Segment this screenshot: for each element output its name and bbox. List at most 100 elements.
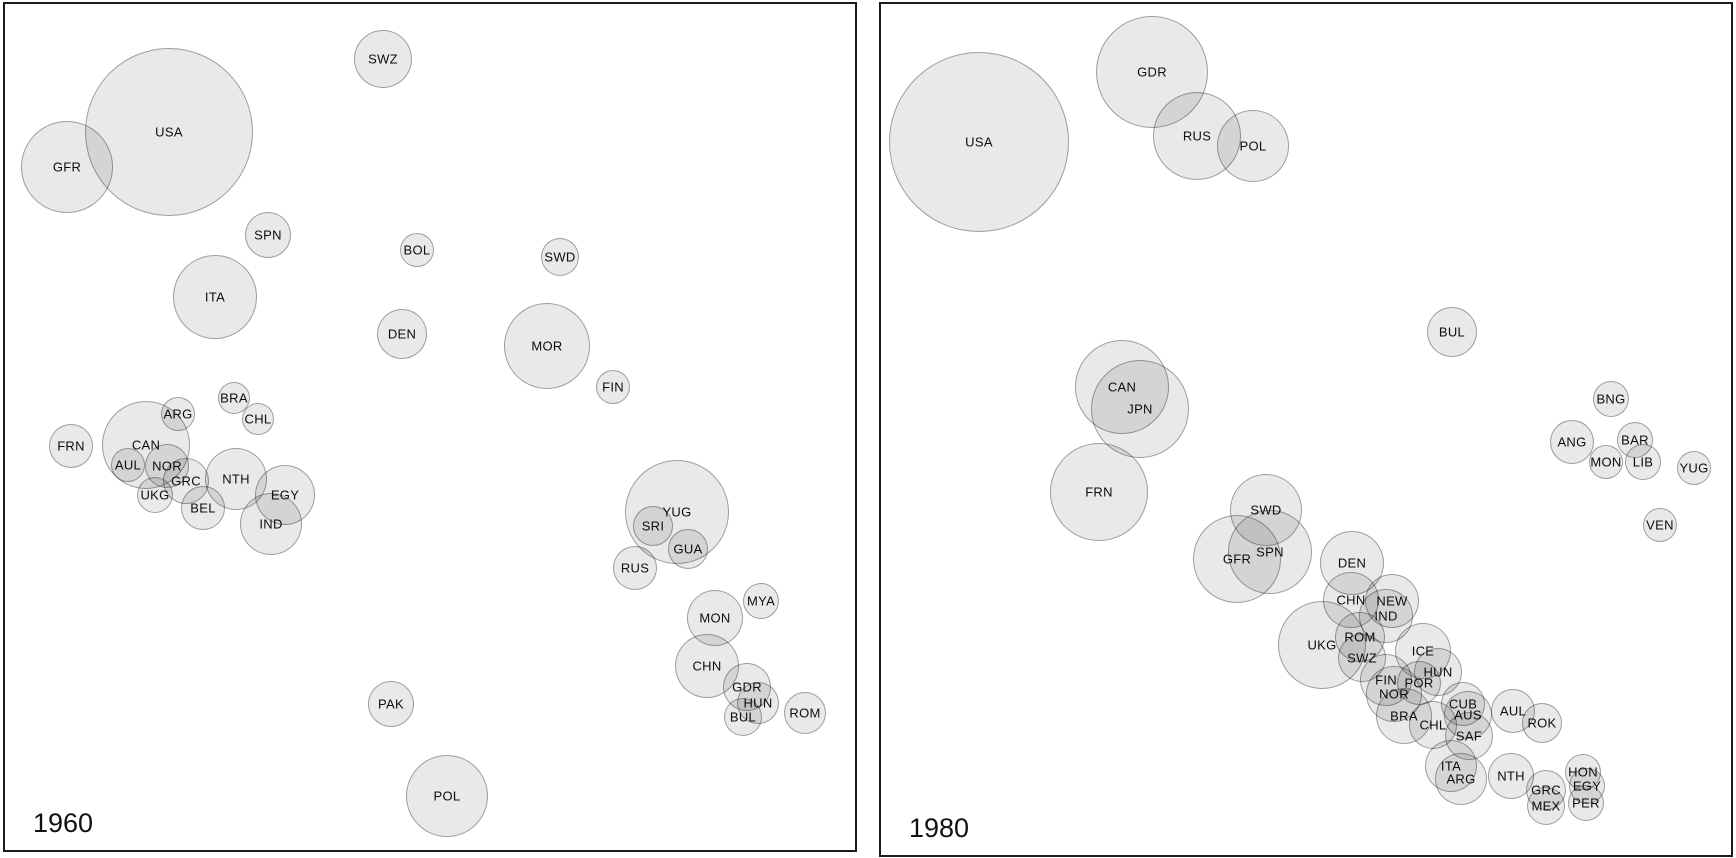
bubble-label-SRI-1960: SRI <box>641 518 665 534</box>
bubble-label-HUN-1980: HUN <box>1423 664 1453 680</box>
bubble-label-NOR-1980: NOR <box>1379 686 1409 702</box>
bubble-label-YUG-1960: YUG <box>662 504 692 520</box>
bubble-GUA-1960 <box>668 529 708 569</box>
bubble-label-IND-1980: IND <box>1374 608 1398 624</box>
bubble-label-HUN-1960: HUN <box>743 695 773 711</box>
bubble-label-RUS-1960: RUS <box>620 560 650 576</box>
bubble-label-CHN-1960: CHN <box>692 658 722 674</box>
bubble-label-GFR-1960: GFR <box>52 159 82 175</box>
bubble-label-BRA-1960: BRA <box>220 390 248 406</box>
bubble-label-DEN-1980: DEN <box>1337 555 1367 571</box>
bubble-SRI-1960 <box>633 506 673 546</box>
bubble-label-ROM-1980: ROM <box>1344 629 1376 645</box>
bubble-label-ANG-1980: ANG <box>1557 434 1587 450</box>
bubble-label-FIN-1960: FIN <box>602 379 624 395</box>
bubble-LIB-1980 <box>1625 444 1661 480</box>
bubble-label-MEX-1980: MEX <box>1531 798 1561 814</box>
bubble-label-LIB-1980: LIB <box>1632 454 1654 470</box>
year-label-1980: 1980 <box>909 813 970 843</box>
bubble-ANG-1980 <box>1550 420 1594 464</box>
bubble-label-SPN-1960: SPN <box>254 227 282 243</box>
bubble-YUG-1980 <box>1677 451 1711 485</box>
bubble-label-NOR-1960: NOR <box>152 458 182 474</box>
bubble-label-CUB-1980: CUB <box>1448 696 1478 712</box>
bubble-FRN-1980 <box>1050 443 1148 541</box>
bubble-label-GDR-1960: GDR <box>732 679 762 695</box>
bubble-label-GDR-1980: GDR <box>1137 64 1167 80</box>
bubble-label-NTH-1980: NTH <box>1497 768 1525 784</box>
bubble-RUS-1960 <box>613 546 657 590</box>
bubble-PAK-1960 <box>368 681 414 727</box>
bubble-label-CHL-1980: CHL <box>1419 717 1447 733</box>
bubble-UKG-1960 <box>137 477 173 513</box>
bubble-label-POL-1980: POL <box>1239 138 1267 154</box>
bubble-label-MOR-1960: MOR <box>531 338 563 354</box>
bubble-label-ROK-1980: ROK <box>1527 715 1557 731</box>
bubble-MOR-1960 <box>504 303 590 389</box>
bubble-label-UKG-1960: UKG <box>140 487 170 503</box>
bubble-label-ICE-1980: ICE <box>1411 643 1435 659</box>
bubble-AUL-1960 <box>111 448 145 482</box>
bubble-label-GRC-1960: GRC <box>171 473 201 489</box>
bubble-BEL-1960 <box>181 486 225 530</box>
bubble-label-IND-1960: IND <box>259 516 283 532</box>
bubble-label-SWD-1980: SWD <box>1250 502 1282 518</box>
bubble-label-FIN-1980: FIN <box>1375 672 1397 688</box>
year-label-1960: 1960 <box>33 808 94 838</box>
bubble-FIN-1960 <box>596 370 630 404</box>
bubble-label-JPN-1980: JPN <box>1127 401 1153 417</box>
bubble-label-CAN-1980: CAN <box>1107 379 1137 395</box>
bubble-label-AUS-1980: AUS <box>1454 707 1482 723</box>
bubble-MEX-1980 <box>1527 787 1565 825</box>
bubble-label-RUS-1980: RUS <box>1182 128 1212 144</box>
bubble-USA-1960 <box>85 48 253 216</box>
bubble-BOL-1960 <box>400 233 434 267</box>
bubble-MON-1980 <box>1589 445 1623 479</box>
bubble-layer-1980: USA GDR RUS POL BUL BNG ANG BAR MON LIB YUG VEN CAN J… <box>879 2 1733 857</box>
bubble-BNG-1980 <box>1593 381 1629 417</box>
bubble-label-USA-1960: USA <box>155 124 183 140</box>
bubble-POL-1980 <box>1217 110 1289 182</box>
bubble-MYA-1960 <box>743 583 779 619</box>
bubble-label-BRA-1980: BRA <box>1390 708 1418 724</box>
bubble-label-CHN-1980: CHN <box>1336 592 1366 608</box>
bubble-label-SWD-1960: SWD <box>544 249 576 265</box>
bubble-label-ROM-1960: ROM <box>789 705 821 721</box>
bubble-BUL-1980 <box>1427 307 1477 357</box>
bubble-label-SWZ-1980: SWZ <box>1347 650 1377 666</box>
bubble-PER-1980 <box>1568 785 1604 821</box>
bubble-label-BOL-1960: BOL <box>403 242 431 258</box>
bubble-VEN-1980 <box>1643 508 1677 542</box>
bubble-label-FRN-1980: FRN <box>1085 484 1113 500</box>
bubble-label-ITA-1980: ITA <box>1440 758 1462 774</box>
bubble-label-VEN-1980: VEN <box>1646 517 1674 533</box>
bubble-label-UKG-1980: UKG <box>1307 637 1337 653</box>
bubble-label-SWZ-1960: SWZ <box>368 51 398 67</box>
bubble-SPN-1960 <box>245 212 291 258</box>
bubble-POL-1960 <box>406 755 488 837</box>
bubble-SWZ-1960 <box>354 30 412 88</box>
bubble-label-BUL-1960: BUL <box>729 709 757 725</box>
bubble-label-EGY-1960: EGY <box>270 487 300 503</box>
bubble-label-GRC-1980: GRC <box>1531 782 1561 798</box>
bubble-label-POR-1980: POR <box>1404 675 1434 691</box>
bubble-label-MON-1960: MON <box>699 610 731 626</box>
bubble-SPN-1980 <box>1228 510 1312 594</box>
bubble-label-BNG-1980: BNG <box>1596 391 1626 407</box>
bubble-FRN-1960 <box>49 424 93 468</box>
bubble-USA-1980 <box>889 52 1069 232</box>
bubble-label-GUA-1960: GUA <box>673 541 703 557</box>
bubble-label-ARG-1960: ARG <box>163 406 193 422</box>
bubble-ITA-1960 <box>173 255 257 339</box>
bubble-label-SAF-1980: SAF <box>1455 728 1483 744</box>
bubble-label-CAN-1960: CAN <box>131 437 161 453</box>
bubble-label-YUG-1980: YUG <box>1679 460 1709 476</box>
bubble-label-ITA-1960: ITA <box>204 289 226 305</box>
bubble-JPN-1980 <box>1091 360 1189 458</box>
bubble-ROM-1960 <box>784 692 826 734</box>
bubble-IND-1960 <box>240 493 302 555</box>
bubble-label-AUL-1980: AUL <box>1499 703 1527 719</box>
bubble-GFR-1960 <box>21 121 113 213</box>
bubble-label-BAR-1980: BAR <box>1621 432 1649 448</box>
